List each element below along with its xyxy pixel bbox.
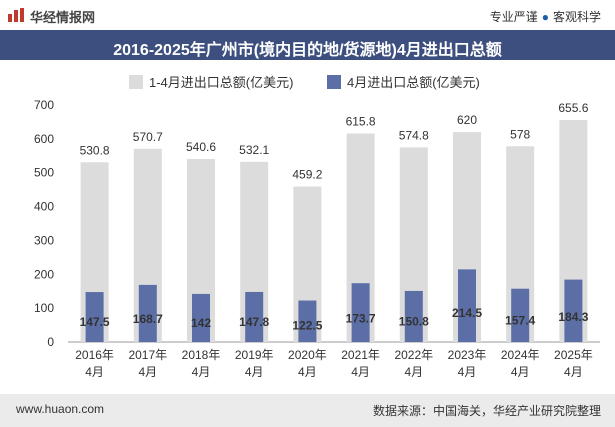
x-tick-label-year: 2019年 xyxy=(235,348,274,362)
bar-total-label: 574.8 xyxy=(399,128,429,142)
bar-april-label: 157.4 xyxy=(505,314,535,328)
bar-april xyxy=(85,292,104,342)
x-tick-label-month: 4月 xyxy=(192,365,211,379)
y-tick-label: 200 xyxy=(34,267,54,281)
y-tick-label: 600 xyxy=(34,132,54,146)
bar-april-label: 122.5 xyxy=(292,318,322,332)
bar-total-label: 570.7 xyxy=(133,130,163,144)
x-tick-label-month: 4月 xyxy=(138,365,157,379)
bar-total-label: 459.2 xyxy=(292,168,322,182)
bar-april xyxy=(138,284,157,342)
bar-april xyxy=(564,279,583,342)
bar-total-label: 532.1 xyxy=(239,143,269,157)
x-tick-label-year: 2022年 xyxy=(394,348,433,362)
x-tick-label-month: 4月 xyxy=(351,365,370,379)
y-tick-label: 100 xyxy=(34,301,54,315)
tag-separator: ● xyxy=(541,10,549,24)
x-tick-label-month: 4月 xyxy=(85,365,104,379)
bar-april xyxy=(351,283,370,342)
bar-total-label: 578 xyxy=(510,127,530,141)
title-bar: 2016-2025年广州市(境内目的地/货源地)4月进出口总额 xyxy=(0,30,615,60)
bar-april-label: 168.7 xyxy=(133,312,163,326)
x-tick-label-month: 4月 xyxy=(245,365,264,379)
x-tick-label-year: 2021年 xyxy=(341,348,380,362)
x-tick-label-year: 2016年 xyxy=(75,348,114,362)
bar-april-label: 214.5 xyxy=(452,306,482,320)
bar-april xyxy=(298,300,317,342)
x-tick-label-year: 2025年 xyxy=(554,348,593,362)
bar-total-label: 620 xyxy=(457,113,477,127)
chart-legend: 1-4月进出口总额(亿美元) 4月进出口总额(亿美元) xyxy=(0,72,615,92)
x-tick-label-month: 4月 xyxy=(511,365,530,379)
bar-total-label: 530.8 xyxy=(80,143,110,157)
tag-right: 客观科学 xyxy=(552,10,601,24)
x-tick-label-month: 4月 xyxy=(404,365,423,379)
y-tick-label: 300 xyxy=(34,233,54,247)
x-tick-label-year: 2018年 xyxy=(182,348,221,362)
footer: www.huaon.com 数据来源：中国海关，华经产业研究院整理 xyxy=(0,394,615,427)
legend-item-april: 4月进出口总额(亿美元) xyxy=(327,72,480,91)
x-tick-label-month: 4月 xyxy=(458,365,477,379)
x-tick-label-month: 4月 xyxy=(564,365,583,379)
bar-april-label: 147.8 xyxy=(239,315,269,329)
logo-icon xyxy=(8,8,24,22)
bar-april xyxy=(458,269,476,342)
bar-april xyxy=(245,291,264,342)
legend-label-april: 4月进出口总额(亿美元) xyxy=(347,75,480,90)
x-tick-label-month: 4月 xyxy=(298,365,317,379)
bar-april xyxy=(404,290,423,342)
bar-april-label: 147.5 xyxy=(80,315,110,329)
x-tick-label-year: 2020年 xyxy=(288,348,327,362)
footer-source: 数据来源：中国海关，华经产业研究院整理 xyxy=(372,404,601,418)
bar-april-label: 184.3 xyxy=(558,310,588,324)
bar-april xyxy=(192,293,210,342)
bar-total-label: 655.6 xyxy=(558,101,588,115)
x-tick-label-year: 2017年 xyxy=(128,348,167,362)
x-tick-label-year: 2023年 xyxy=(448,348,487,362)
y-tick-label: 400 xyxy=(34,200,54,214)
legend-item-total: 1-4月进出口总额(亿美元) xyxy=(129,72,293,91)
bar-total-label: 540.6 xyxy=(186,140,216,154)
brand-name: 华经情报网 xyxy=(30,10,96,25)
bar-total-label: 615.8 xyxy=(346,115,376,129)
bar-april xyxy=(511,288,530,342)
y-tick-label: 500 xyxy=(34,166,54,180)
footer-url: www.huaon.com xyxy=(16,402,105,416)
legend-swatch-april xyxy=(327,74,341,89)
chart-title: 2016-2025年广州市(境内目的地/货源地)4月进出口总额 xyxy=(113,42,502,59)
tag-left: 专业严谨 xyxy=(489,10,538,24)
bar-april-label: 150.8 xyxy=(399,315,429,329)
legend-swatch-total xyxy=(129,74,143,89)
bar-april-label: 173.7 xyxy=(346,311,376,325)
y-tick-label: 700 xyxy=(34,98,54,112)
top-bar: 华经情报网 专业严谨 ● 客观科学 xyxy=(0,0,615,30)
x-tick-label-year: 2024年 xyxy=(501,348,540,362)
legend-label-total: 1-4月进出口总额(亿美元) xyxy=(149,75,294,90)
bar-april-label: 142 xyxy=(191,316,211,330)
brand-tags: 专业严谨 ● 客观科学 xyxy=(490,8,601,25)
y-tick-label: 0 xyxy=(47,335,54,349)
